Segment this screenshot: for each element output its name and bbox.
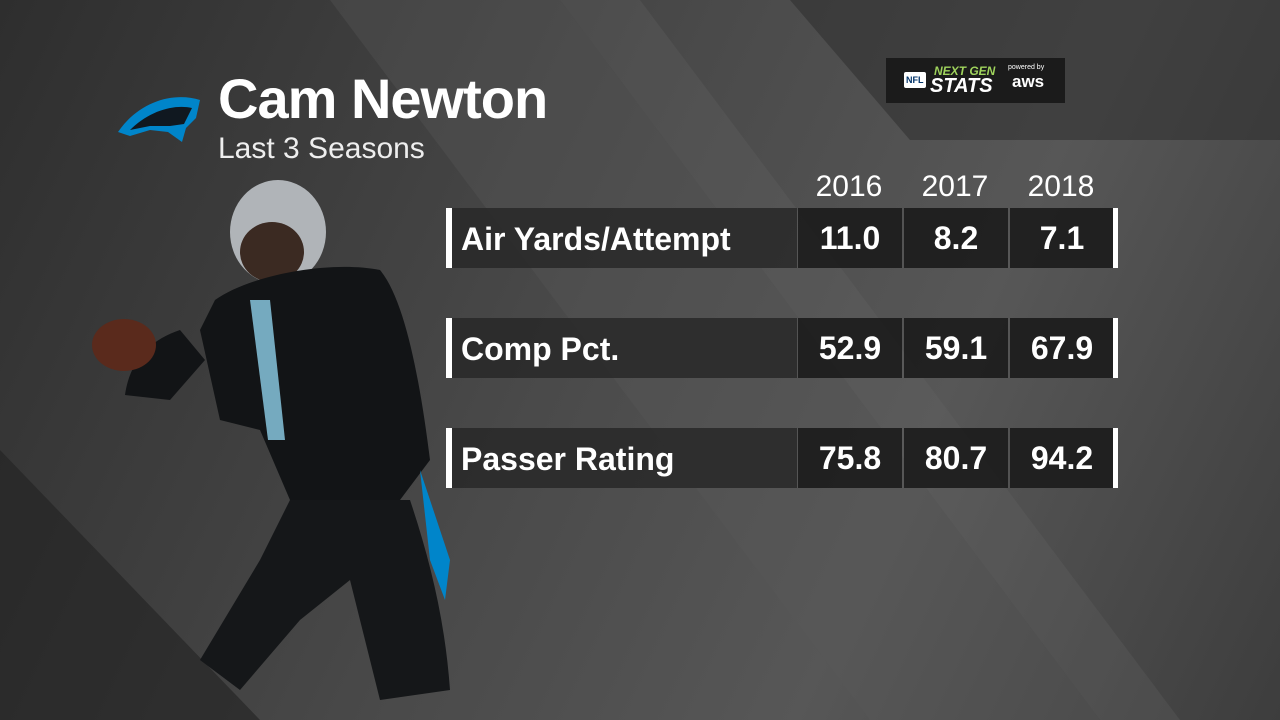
subtitle: Last 3 Seasons (218, 132, 425, 165)
stat-value: 67.9 (1010, 318, 1114, 378)
team-logo-detail (130, 106, 192, 130)
row-label: Comp Pct. (461, 331, 620, 367)
row-label-box: Air Yards/Attempt (446, 208, 797, 268)
row-label-box: Comp Pct. (446, 318, 797, 378)
player-name: Cam Newton (218, 67, 548, 130)
stat-value: 52.9 (798, 318, 902, 378)
badge-line2: STATS (930, 75, 993, 97)
stat-value: 75.8 (798, 428, 902, 488)
player-image (92, 180, 450, 700)
column-header: 2016 (815, 170, 883, 203)
row-label: Air Yards/Attempt (461, 221, 731, 257)
stat-value: 59.1 (904, 318, 1008, 378)
nfl-shield: NFL (904, 72, 926, 88)
stripe (0, 450, 260, 720)
stat-row: Passer Rating 75.8 80.7 94.2 (446, 428, 1118, 488)
stat-row: Comp Pct. 52.9 59.1 67.9 (446, 318, 1118, 378)
badge-line1: NEXT GEN (934, 64, 996, 78)
stat-value: 94.2 (1010, 428, 1114, 488)
stat-value: 7.1 (1010, 208, 1114, 268)
stat-value: 80.7 (904, 428, 1008, 488)
column-header: 2018 (1027, 170, 1095, 203)
badge-sponsor: aws (1012, 72, 1045, 91)
row-end-bar (1113, 318, 1118, 378)
row-label-box: Passer Rating (446, 428, 797, 488)
row-end-bar (1113, 428, 1118, 488)
badge-powered: powered by (1008, 64, 1045, 71)
next-gen-stats-badge: NFL NEXT GEN STATS powered by aws (886, 58, 1065, 103)
stat-row: Air Yards/Attempt 11.0 8.2 7.1 (446, 208, 1118, 268)
stat-value: 8.2 (904, 208, 1008, 268)
column-header: 2017 (921, 170, 989, 203)
row-label: Passer Rating (461, 441, 675, 477)
row-end-bar (1113, 208, 1118, 268)
stat-value: 11.0 (798, 208, 902, 268)
